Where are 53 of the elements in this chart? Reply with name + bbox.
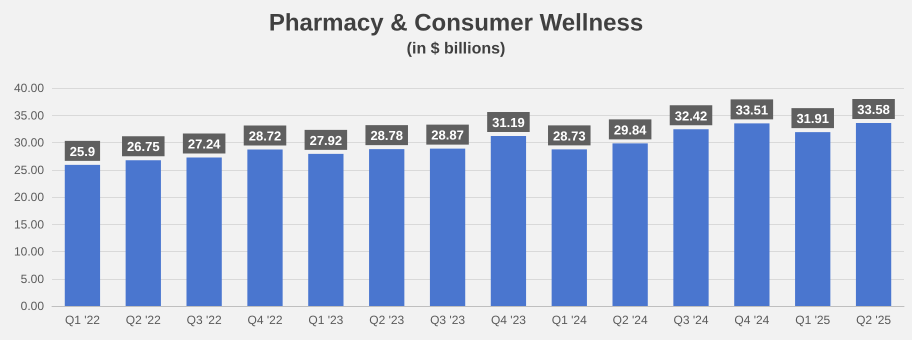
data-label: 29.84 bbox=[614, 122, 648, 138]
x-tick-label: Q3 '24 bbox=[674, 313, 709, 327]
y-tick-label: 25.00 bbox=[14, 162, 44, 177]
y-tick-label: 40.00 bbox=[14, 81, 44, 95]
data-label: 32.42 bbox=[674, 108, 708, 124]
data-label: 28.78 bbox=[370, 128, 403, 144]
x-tick-label: Q2 '24 bbox=[612, 313, 648, 327]
x-tick-label: Q1 '24 bbox=[552, 313, 588, 327]
bar bbox=[612, 143, 648, 306]
bar bbox=[186, 158, 222, 306]
x-tick-label: Q4 '23 bbox=[490, 313, 526, 327]
bar bbox=[369, 149, 404, 306]
bar bbox=[126, 160, 161, 306]
bar bbox=[734, 123, 770, 306]
data-label: 27.92 bbox=[310, 132, 342, 148]
data-label: 31.19 bbox=[492, 115, 525, 130]
y-tick-label: 35.00 bbox=[14, 108, 44, 122]
bar bbox=[308, 154, 344, 306]
bar bbox=[430, 148, 466, 306]
y-tick-label: 30.00 bbox=[14, 136, 44, 150]
y-tick-label: 20.00 bbox=[14, 190, 44, 204]
data-label: 28.73 bbox=[553, 128, 586, 144]
data-label: 27.24 bbox=[188, 136, 222, 152]
data-label: 28.87 bbox=[431, 128, 464, 143]
data-label: 33.51 bbox=[736, 102, 768, 118]
y-tick-label: 0.00 bbox=[20, 299, 44, 313]
data-label: 28.72 bbox=[248, 128, 282, 144]
chart-title: Pharmacy & Consumer Wellness bbox=[268, 10, 644, 36]
bar bbox=[673, 129, 709, 306]
y-tick-label: 15.00 bbox=[14, 217, 44, 232]
x-tick-label: Q4 '22 bbox=[248, 313, 283, 327]
x-tick-label: Q4 '24 bbox=[734, 313, 770, 327]
bar bbox=[552, 149, 587, 306]
x-tick-label: Q2 '25 bbox=[856, 313, 892, 327]
x-tick-label: Q3 '23 bbox=[430, 313, 466, 327]
bar bbox=[64, 164, 100, 306]
x-tick-label: Q1 '23 bbox=[308, 313, 344, 327]
x-tick-label: Q1 '22 bbox=[64, 313, 100, 327]
data-label: 25.9 bbox=[70, 144, 96, 159]
bar bbox=[247, 149, 283, 306]
y-tick-label: 5.00 bbox=[20, 272, 44, 286]
x-tick-label: Q2 '22 bbox=[126, 313, 162, 327]
y-tick-label: 10.00 bbox=[14, 244, 44, 258]
data-label: 33.58 bbox=[857, 102, 890, 117]
bar bbox=[856, 122, 892, 306]
x-tick-label: Q3 '22 bbox=[186, 313, 222, 327]
chart-subtitle: (in $ billions) bbox=[406, 40, 506, 58]
data-label: 26.75 bbox=[127, 139, 160, 154]
bar bbox=[490, 136, 526, 306]
data-label: 31.91 bbox=[796, 111, 829, 126]
bar bbox=[795, 132, 830, 306]
x-tick-label: Q1 '25 bbox=[795, 313, 831, 327]
x-tick-label: Q2 '23 bbox=[369, 313, 405, 327]
